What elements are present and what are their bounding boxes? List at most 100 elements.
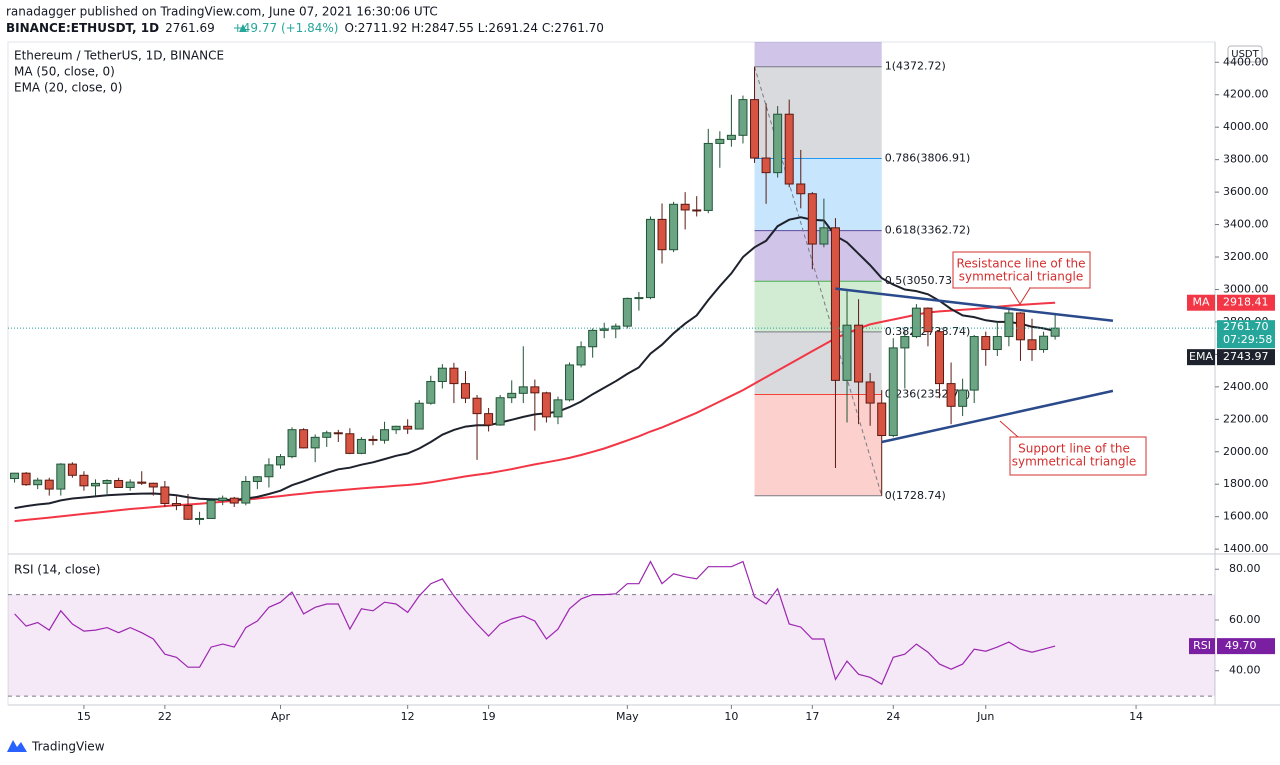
candle-body xyxy=(102,479,112,484)
x-tick-label: 22 xyxy=(158,710,172,723)
candle-body xyxy=(750,99,760,159)
publish-line: ranadagger published on TradingView.com,… xyxy=(6,5,438,19)
series-tag-name: RSI xyxy=(1193,639,1211,652)
y-tick-label: 4000.00 xyxy=(1223,120,1269,133)
candle-body xyxy=(588,329,598,348)
rsi-pane xyxy=(8,560,1215,697)
x-tick-label: 14 xyxy=(1129,710,1143,723)
series-tag-label: 49.70 xyxy=(1225,639,1257,652)
candle-body xyxy=(830,227,840,381)
candle-body xyxy=(669,203,679,251)
candle-body xyxy=(484,413,494,426)
candle-body xyxy=(911,307,921,338)
last-price: 2761.69 xyxy=(165,21,215,35)
candle-body xyxy=(90,482,100,487)
candle-body xyxy=(1039,335,1049,351)
y-tick-label: 4400.00 xyxy=(1223,55,1269,68)
candle-body xyxy=(1015,312,1025,341)
logo-icon xyxy=(7,740,27,752)
candle-body xyxy=(114,479,124,488)
candle-body xyxy=(56,463,66,490)
series-tag-box xyxy=(1217,638,1275,655)
x-tick-label: 17 xyxy=(805,710,819,723)
trendline xyxy=(835,287,1114,323)
candle-body xyxy=(611,325,621,330)
fib-band xyxy=(754,394,882,496)
currency: USDT xyxy=(1231,49,1259,60)
x-tick-label: 10 xyxy=(724,710,738,723)
y-tick-label: 4200.00 xyxy=(1223,88,1269,101)
candle-body xyxy=(171,503,181,506)
y-tick-label: 2000.00 xyxy=(1223,445,1269,458)
plot-layer: 1(4372.72) 0.786(3806.91) 0.618(3362.72) 0.… xyxy=(8,42,1215,697)
symbol-line: BINANCE:ETHUSDT, 1D 2761.69 +49.77 (+1.84%… xyxy=(6,21,604,35)
candle-body xyxy=(784,113,794,185)
up-arrow xyxy=(239,24,247,32)
y-tick-label: 2200.00 xyxy=(1223,412,1269,425)
candle-body xyxy=(310,436,320,449)
chart-title: Ethereum / TetherUS, 1D, BINANCE xyxy=(14,49,224,63)
candle-body xyxy=(160,486,170,505)
candle-body xyxy=(888,347,898,437)
candle-body xyxy=(842,324,852,381)
candle-body xyxy=(368,438,378,441)
symbol: BINANCE:ETHUSDT, 1D xyxy=(6,21,159,35)
candle-body xyxy=(877,402,887,437)
candle-body xyxy=(79,474,89,487)
price-tag-label: 2761.70 xyxy=(1223,320,1269,333)
candle-body xyxy=(946,383,956,407)
candle-body xyxy=(992,336,1002,351)
date-range-band xyxy=(754,42,882,67)
price-pane: 1(4372.72) 0.786(3806.91) 0.618(3362.72) 0.… xyxy=(8,42,1215,525)
y-tick-label: 1600.00 xyxy=(1223,510,1269,523)
y-tick-label: 3400.00 xyxy=(1223,218,1269,231)
candle-body xyxy=(460,383,470,399)
fib-label: 0.618(3362.72) xyxy=(885,224,971,237)
candle-body xyxy=(854,324,864,383)
y-tick-label: 80.00 xyxy=(1229,562,1261,575)
currency-box xyxy=(1227,45,1263,63)
candle-body xyxy=(518,386,528,394)
candle-body xyxy=(125,481,135,488)
price-tag xyxy=(1217,320,1275,349)
candle-body xyxy=(1027,339,1037,351)
candle-body xyxy=(657,218,667,251)
candle-body xyxy=(21,472,31,486)
x-tick-label: 19 xyxy=(482,710,496,723)
candle-body xyxy=(796,183,806,195)
candle-body xyxy=(761,157,771,174)
candle-body xyxy=(380,429,390,441)
candle-body xyxy=(391,425,401,431)
fib-label: 0.786(3806.91) xyxy=(885,152,971,165)
candle-body xyxy=(981,336,991,351)
candle-body xyxy=(137,481,147,484)
y-tick-label: 60.00 xyxy=(1229,613,1261,626)
callout-box xyxy=(1009,436,1147,476)
candle-body xyxy=(680,203,690,211)
candle-body xyxy=(807,193,817,245)
series-tag-name: MA xyxy=(1192,296,1209,309)
candle-body xyxy=(206,499,216,519)
candle-body xyxy=(426,380,436,404)
candle-body xyxy=(541,392,551,418)
candle-body xyxy=(819,227,829,245)
series-tag-label: 2918.41 xyxy=(1223,296,1269,309)
candle-body xyxy=(33,479,43,486)
candle-body xyxy=(449,367,459,385)
ohlc: O:2711.92 H:2847.55 L:2691.24 C:2761.70 xyxy=(344,21,603,35)
candle-body xyxy=(1050,327,1060,337)
candle-body xyxy=(414,402,424,430)
countdown-label: 07:29:58 xyxy=(1223,333,1272,346)
candle-body xyxy=(287,429,297,458)
candle-body xyxy=(229,497,239,504)
fib-label: 0(1728.74) xyxy=(885,489,946,502)
candle-body xyxy=(1004,312,1014,338)
annotation-line: symmetrical triangle xyxy=(1012,455,1136,469)
candle-body xyxy=(923,307,933,333)
change: +49.77 (+1.84%) xyxy=(233,21,339,35)
y-tick-label: 3200.00 xyxy=(1223,250,1269,263)
candle-body xyxy=(322,432,332,438)
candle-body xyxy=(195,517,205,520)
candle-body xyxy=(969,336,979,391)
